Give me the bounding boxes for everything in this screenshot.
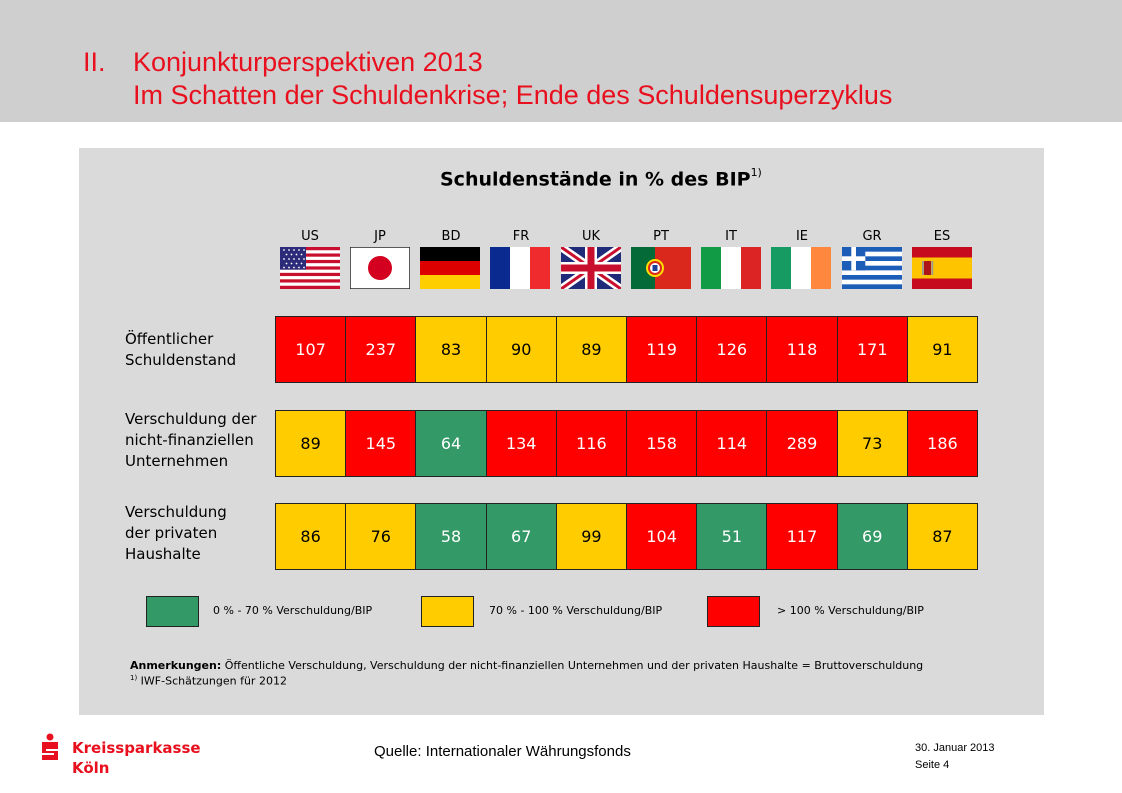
- value-cell-jp: 145: [346, 411, 417, 476]
- value-cell-bd: 83: [416, 317, 487, 382]
- country-code-ie: IE: [795, 229, 809, 244]
- value-cell-pt: 158: [627, 411, 698, 476]
- country-code-fr: FR: [512, 229, 530, 244]
- country-code-it: IT: [725, 229, 737, 244]
- data-row-1: 107 237 83 90 89 119 126 118 171 91: [275, 316, 978, 383]
- chart-title-footnote: 1): [750, 166, 762, 179]
- legend-label-yellow: 70 % - 100 % Verschuldung/BIP: [489, 604, 663, 617]
- country-code-gr: GR: [862, 229, 882, 244]
- row-label-1-line-1: Öffentlicher: [125, 330, 214, 348]
- value-cell-us: 86: [276, 504, 347, 569]
- value-cell-jp: 76: [346, 504, 417, 569]
- value-cell-it: 114: [697, 411, 768, 476]
- japan-flag-icon: [350, 247, 410, 289]
- greece-flag-icon: [842, 247, 902, 289]
- source-note: Quelle: Internationaler Währungsfonds: [374, 743, 631, 760]
- data-row-3: 86 76 58 67 99 104 51 117 69 87: [275, 503, 978, 570]
- country-code-bd: BD: [441, 229, 461, 244]
- value-cell-ie: 117: [767, 504, 838, 569]
- notes-text: Öffentliche Verschuldung, Verschuldung d…: [221, 659, 924, 672]
- value-cell-es: 91: [907, 317, 978, 382]
- footnote-mark: 1): [130, 674, 138, 682]
- legend-label-red: > 100 % Verschuldung/BIP: [777, 604, 924, 617]
- value-cell-bd: 64: [416, 411, 487, 476]
- value-cell-pt: 104: [627, 504, 698, 569]
- footnote-text: IWF-Schätzungen für 2012: [137, 674, 287, 688]
- germany-flag-icon: [420, 247, 480, 289]
- row-label-2-line-3: Unternehmen: [125, 452, 229, 470]
- value-cell-fr: 134: [486, 411, 557, 476]
- row-label-2-line-2: nicht-finanziellen: [125, 431, 254, 449]
- row-label-3-line-2: der privaten: [125, 524, 218, 542]
- notes-label: Anmerkungen:: [130, 659, 222, 672]
- brand-name: Kreissparkasse Köln: [72, 738, 201, 778]
- chart-title-text: Schuldenstände in % des BIP: [440, 168, 751, 191]
- value-cell-es: 186: [907, 411, 978, 476]
- footnote-line: 1) IWF-Schätzungen für 2012: [130, 674, 287, 688]
- value-cell-bd: 58: [416, 504, 487, 569]
- value-cell-ie: 118: [767, 317, 838, 382]
- us-flag-icon: [280, 247, 340, 289]
- france-flag-icon: [490, 247, 550, 289]
- value-cell-fr: 67: [486, 504, 557, 569]
- value-cell-uk: 89: [556, 317, 628, 382]
- row-label-3-line-1: Verschuldung: [125, 503, 227, 521]
- country-code-jp: JP: [374, 229, 386, 244]
- section-number: II.: [83, 47, 106, 77]
- page-number: Seite 4: [915, 759, 950, 771]
- brand-line-2: Köln: [72, 759, 110, 777]
- legend-swatch-red: [707, 596, 760, 627]
- value-cell-pt: 119: [627, 317, 698, 382]
- legend-label-green: 0 % - 70 % Verschuldung/BIP: [213, 604, 373, 617]
- value-cell-gr: 171: [837, 317, 908, 382]
- row-label-1-line-2: Schuldenstand: [125, 351, 237, 369]
- row-label-2-line-1: Verschuldung der: [125, 410, 257, 428]
- brand-line-1: Kreissparkasse: [72, 739, 201, 757]
- sparkasse-logo-icon: [42, 733, 58, 760]
- legend-swatch-yellow: [421, 596, 474, 627]
- value-cell-it: 126: [697, 317, 768, 382]
- value-cell-es: 87: [907, 504, 978, 569]
- value-cell-us: 107: [276, 317, 347, 382]
- spain-flag-icon: [912, 247, 972, 289]
- country-code-pt: PT: [653, 229, 669, 244]
- value-cell-it: 51: [697, 504, 768, 569]
- data-row-2: 89 145 64 134 116 158 114 289 73 186: [275, 410, 978, 477]
- uk-flag-icon: [561, 247, 621, 289]
- value-cell-us: 89: [276, 411, 347, 476]
- country-code-uk: UK: [581, 229, 601, 244]
- value-cell-jp: 237: [346, 317, 417, 382]
- page-subtitle: Im Schatten der Schuldenkrise; Ende des …: [133, 80, 893, 110]
- date-label: 30. Januar 2013: [915, 742, 995, 754]
- country-code-es: ES: [933, 229, 951, 244]
- value-cell-gr: 73: [837, 411, 908, 476]
- value-cell-uk: 116: [556, 411, 628, 476]
- chart-title: Schuldenstände in % des BIP1): [440, 166, 762, 191]
- value-cell-fr: 90: [486, 317, 557, 382]
- row-label-3-line-3: Haushalte: [125, 545, 201, 563]
- notes-line: Anmerkungen: Öffentliche Verschuldung, V…: [130, 659, 923, 672]
- value-cell-ie: 289: [767, 411, 838, 476]
- italy-flag-icon: [701, 247, 761, 289]
- page-title: Konjunkturperspektiven 2013: [133, 47, 483, 77]
- country-code-us: US: [301, 229, 319, 244]
- legend-swatch-green: [146, 596, 199, 627]
- value-cell-uk: 99: [556, 504, 628, 569]
- portugal-flag-icon: [631, 247, 691, 289]
- ireland-flag-icon: [771, 247, 831, 289]
- value-cell-gr: 69: [837, 504, 908, 569]
- header-bar: [0, 0, 1122, 122]
